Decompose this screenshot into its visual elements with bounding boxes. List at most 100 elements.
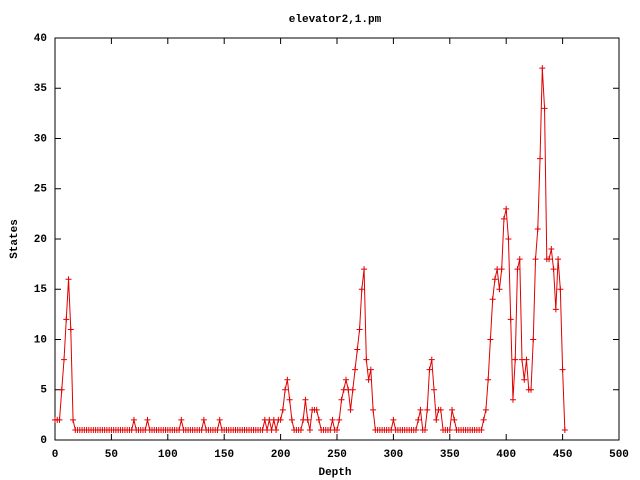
data-point	[343, 376, 350, 383]
data-point	[313, 406, 320, 413]
y-tick-label: 35	[34, 83, 48, 95]
data-point	[482, 406, 489, 413]
data-point	[516, 256, 523, 263]
data-point	[178, 416, 185, 423]
data-point	[480, 416, 487, 423]
data-point	[329, 416, 336, 423]
x-axis-label: Depth	[318, 467, 351, 479]
x-tick-label: 200	[271, 449, 291, 461]
plot-border	[54, 37, 620, 441]
y-axis-label: States	[9, 219, 21, 259]
data-point	[503, 205, 510, 212]
data-point	[555, 256, 562, 263]
data-point	[315, 416, 322, 423]
data-point	[507, 316, 514, 323]
data-point	[539, 65, 546, 72]
data-point	[297, 426, 304, 433]
y-tick-label: 0	[40, 435, 47, 447]
data-point	[496, 286, 503, 293]
data-point	[282, 386, 289, 393]
data-point	[390, 416, 397, 423]
data-point	[561, 426, 568, 433]
data-point	[347, 406, 354, 413]
data-point	[144, 416, 151, 423]
data-point	[277, 416, 284, 423]
y-tick-label: 30	[34, 133, 47, 145]
data-point	[415, 416, 422, 423]
data-point	[500, 215, 507, 222]
data-point	[306, 426, 313, 433]
data-point	[514, 266, 521, 273]
data-point	[338, 396, 345, 403]
data-point	[421, 426, 428, 433]
y-tick-label: 10	[34, 334, 47, 346]
data-point	[336, 416, 343, 423]
data-point	[356, 326, 363, 333]
y-tick-label: 15	[34, 284, 48, 296]
data-point	[552, 306, 559, 313]
x-tick-label: 350	[440, 449, 460, 461]
x-tick-label: 450	[553, 449, 573, 461]
x-tick-label: 250	[327, 449, 347, 461]
data-point	[437, 406, 444, 413]
data-point	[67, 326, 74, 333]
data-point	[361, 266, 368, 273]
x-tick-label: 300	[383, 449, 403, 461]
data-point	[70, 416, 77, 423]
data-point	[130, 416, 137, 423]
data-point	[358, 286, 365, 293]
y-tick-label: 20	[34, 234, 47, 246]
data-point	[433, 416, 440, 423]
x-tick-label: 150	[214, 449, 234, 461]
data-point	[550, 266, 557, 273]
data-point	[489, 296, 496, 303]
x-tick-label: 500	[609, 449, 629, 461]
data-point	[431, 386, 438, 393]
data-point	[505, 236, 512, 242]
data-point	[417, 406, 424, 413]
data-point	[534, 225, 541, 232]
data-point	[200, 416, 207, 423]
data-point	[530, 336, 537, 343]
data-point	[478, 426, 485, 433]
data-point	[537, 155, 544, 162]
data-point	[56, 416, 63, 423]
data-point	[65, 276, 72, 283]
data-point	[61, 356, 68, 363]
data-point	[63, 316, 70, 323]
chart-title: elevator2,1.pm	[289, 14, 382, 26]
data-point	[512, 356, 519, 363]
data-point	[279, 406, 286, 413]
data-line	[55, 68, 566, 431]
data-point	[523, 356, 530, 363]
data-point	[288, 416, 295, 423]
data-point	[365, 376, 372, 383]
data-point	[451, 416, 458, 423]
data-point	[521, 376, 528, 383]
data-point	[302, 396, 309, 403]
y-tick-label: 40	[34, 33, 47, 45]
data-point	[349, 386, 356, 393]
data-point	[532, 256, 539, 263]
data-point	[428, 356, 435, 363]
data-point	[334, 426, 340, 433]
data-point	[446, 426, 453, 433]
data-point	[426, 366, 433, 373]
data-point	[352, 366, 359, 373]
data-point	[424, 406, 431, 413]
x-tick-label: 400	[496, 449, 516, 461]
data-point	[546, 256, 553, 263]
data-point	[370, 406, 377, 413]
x-tick-label: 100	[158, 449, 178, 461]
data-point	[273, 426, 280, 433]
data-point	[559, 366, 566, 373]
data-point	[509, 396, 516, 403]
data-point	[367, 366, 374, 373]
data-point	[498, 266, 505, 273]
data-point	[412, 426, 419, 433]
data-point	[487, 336, 494, 343]
data-point	[449, 406, 456, 413]
x-tick-label: 50	[105, 449, 118, 461]
x-tick-label: 0	[52, 449, 59, 461]
y-tick-label: 5	[40, 385, 47, 397]
